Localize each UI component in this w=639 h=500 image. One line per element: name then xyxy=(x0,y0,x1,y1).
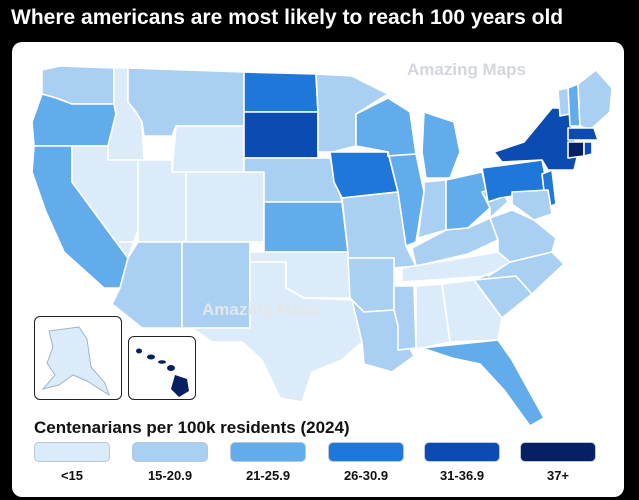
legend-swatch xyxy=(230,442,306,462)
legend: <15 15-20.9 21-25.9 26-30.9 31-36.9 37+ xyxy=(30,442,610,490)
hawaii-island-oahu xyxy=(147,354,155,360)
state-wyoming xyxy=(171,125,245,173)
legend-label: <15 xyxy=(60,468,84,483)
hawaii-inset xyxy=(128,336,196,400)
state-maine xyxy=(577,69,613,131)
state-ohio xyxy=(445,171,491,231)
hawaii-island-big xyxy=(171,375,189,397)
state-indiana xyxy=(417,179,447,239)
legend-swatch xyxy=(520,442,596,462)
legend-title: Centenarians per 100k residents (2024) xyxy=(34,418,350,437)
alaska-map xyxy=(41,326,110,397)
us-map xyxy=(31,65,613,427)
state-georgia xyxy=(441,279,503,343)
hawaii-island-kauai xyxy=(136,348,142,354)
legend-item-26-30: 26-30.9 xyxy=(328,442,404,483)
legend-item-31-36: 31-36.9 xyxy=(424,442,500,483)
hawaii-island-molokai xyxy=(158,360,166,364)
legend-item-21-25: 21-25.9 xyxy=(230,442,306,483)
state-illinois xyxy=(387,151,425,247)
state-louisiana xyxy=(351,299,415,373)
state-virginia xyxy=(489,209,557,263)
state-florida xyxy=(421,339,545,427)
state-connecticut xyxy=(567,141,585,159)
map-card: Amazing Maps Amazing Maps Centenarians p… xyxy=(12,42,624,497)
watermark-center: Amazing Maps xyxy=(202,300,322,319)
state-maryland xyxy=(511,189,553,221)
state-north-dakota xyxy=(243,71,319,113)
state-kansas xyxy=(263,201,349,253)
state-alaska xyxy=(41,326,110,397)
state-mississippi xyxy=(393,285,417,351)
alaska-inset xyxy=(34,316,122,400)
legend-item-37plus: 37+ xyxy=(520,442,596,483)
legend-label: 21-25.9 xyxy=(245,468,291,483)
legend-label: 37+ xyxy=(546,468,570,483)
legend-label: 31-36.9 xyxy=(439,468,485,483)
state-rhode-island xyxy=(583,141,593,157)
legend-label: 15-20.9 xyxy=(147,468,193,483)
legend-swatch xyxy=(328,442,404,462)
state-utah xyxy=(137,159,187,243)
watermark-top: Amazing Maps xyxy=(407,60,527,79)
legend-item-15-20: 15-20.9 xyxy=(132,442,208,483)
state-alabama xyxy=(415,283,451,349)
legend-swatch xyxy=(132,442,208,462)
hawaii-island-maui xyxy=(167,365,175,371)
hawaii-map xyxy=(136,348,189,397)
state-michigan xyxy=(421,111,461,179)
page-title: Where americans are most likely to reach… xyxy=(11,6,564,29)
state-massachusetts xyxy=(567,127,599,141)
state-colorado xyxy=(185,171,265,243)
legend-item-lt15: <15 xyxy=(34,442,110,483)
state-iowa xyxy=(329,151,399,199)
legend-label: 26-30.9 xyxy=(343,468,389,483)
legend-swatch xyxy=(34,442,110,462)
state-south-dakota xyxy=(243,111,319,159)
state-texas xyxy=(191,261,363,403)
legend-swatch xyxy=(424,442,500,462)
state-new-york xyxy=(493,107,579,171)
